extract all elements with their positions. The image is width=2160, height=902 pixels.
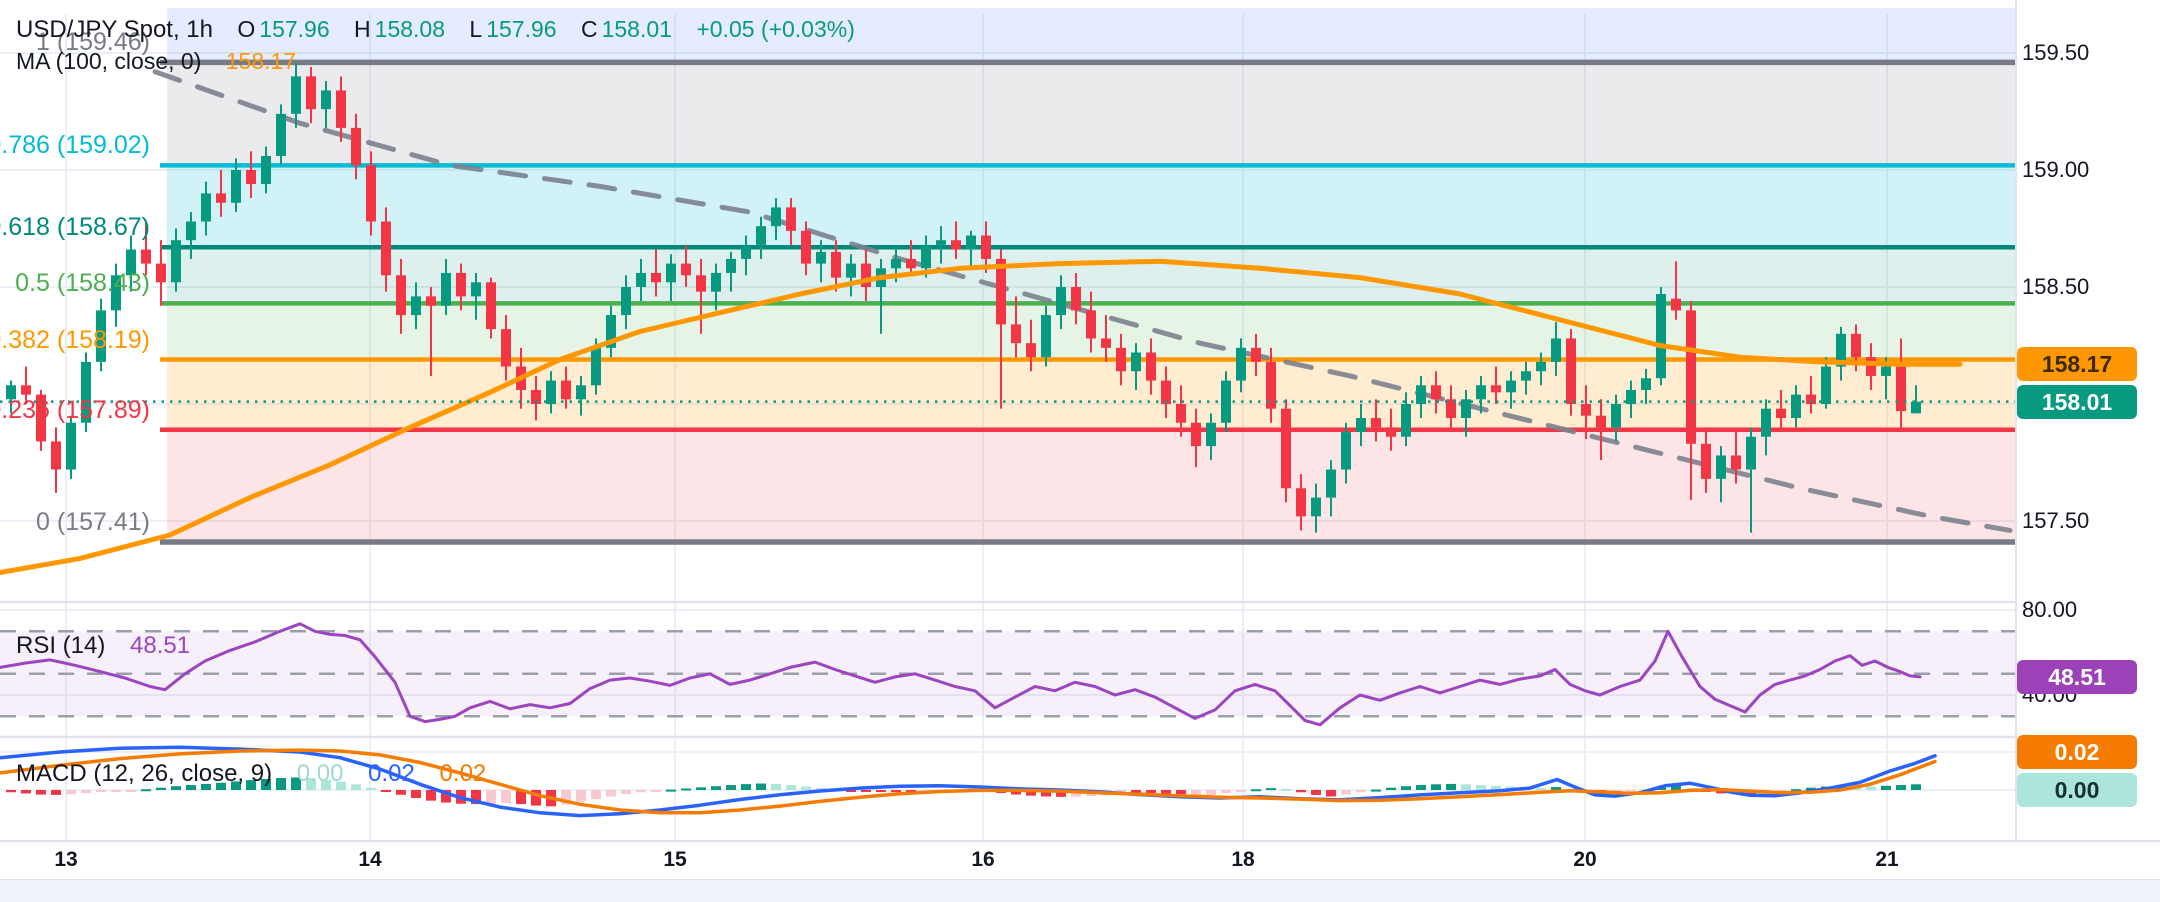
low-label: L: [469, 16, 483, 42]
macd-pane: [0, 745, 1937, 818]
fib-level-label: 0.5 (158.43): [15, 269, 150, 298]
symbol-title: USD/JPY Spot, 1h: [16, 16, 213, 43]
ma-label: MA (100, close, 0): [16, 48, 202, 74]
open-value: 157.96: [259, 16, 330, 42]
price-badge: 158.01: [2017, 384, 2137, 419]
close-value: 158.01: [601, 16, 672, 42]
change-value: +0.05 (+0.03%): [696, 16, 855, 42]
ma-100-line: [0, 258, 1963, 575]
rsi-label: RSI (14): [16, 632, 106, 659]
price-axis-label: 157.50: [2022, 508, 2090, 533]
pane-dividers: [0, 600, 2160, 739]
high-label: H: [354, 16, 371, 42]
time-axis-label[interactable]: 14: [358, 848, 382, 871]
price-axis-label: 159.50: [2022, 40, 2090, 65]
rsi-value: 48.51: [130, 632, 191, 659]
macd-label: MACD (12, 26, close, 9): [16, 760, 273, 787]
fib-level-label: 0.382 (158.19): [0, 325, 150, 354]
time-axis-label[interactable]: 13: [54, 848, 78, 871]
rsi-pane: [0, 622, 2015, 727]
symbol-legend[interactable]: USD/JPY Spot, 1h O 157.96 H 158.08 L 157.96…: [16, 16, 855, 44]
time-axis-label[interactable]: 15: [663, 848, 687, 871]
high-value: 158.08: [374, 16, 446, 42]
ma-legend[interactable]: MA (100, close, 0) 158.17: [16, 48, 296, 75]
open-label: O: [237, 16, 256, 42]
fib-level-label: 1 (159.46): [36, 28, 150, 57]
fib-level-label: 0.786 (159.02): [0, 131, 150, 160]
fib-level-label: 0.236 (157.89): [0, 395, 150, 424]
gridlines: [0, 14, 2015, 840]
time-axis-label[interactable]: 18: [1231, 848, 1255, 871]
time-scale[interactable]: [0, 840, 2160, 881]
macd-value-badge: 0.00: [2017, 773, 2137, 807]
time-axis-label[interactable]: 16: [971, 848, 995, 871]
time-axis-label[interactable]: 20: [1573, 848, 1597, 871]
rsi-axis-label: 80.00: [2022, 597, 2078, 622]
fib-retracement: [160, 8, 2015, 545]
rsi-legend[interactable]: RSI (14) 48.51: [16, 632, 190, 660]
close-label: C: [580, 16, 598, 42]
time-axis-label[interactable]: 21: [1875, 848, 1899, 871]
macd-hist-value: 0.00: [296, 760, 344, 787]
low-value: 157.96: [486, 16, 557, 42]
price-axis-label: 158.50: [2022, 274, 2090, 299]
candlesticks: [6, 62, 1921, 533]
macd-value-badge: 0.02: [2017, 735, 2137, 769]
rsi-value-badge: 48.51: [2017, 659, 2137, 694]
horizontal-scrollbar[interactable]: [0, 879, 2160, 902]
fib-level-label: 0 (157.41): [36, 508, 150, 537]
macd-signal-value: 0.02: [439, 760, 487, 787]
macd-line-value: 0.02: [368, 760, 415, 787]
price-axis-label: 159.00: [2022, 157, 2090, 182]
ma-value: 158.17: [225, 48, 297, 74]
trendline: [152, 69, 2013, 533]
fib-level-label: 0.618 (158.67): [0, 213, 150, 242]
price-scale[interactable]: [2015, 0, 2160, 879]
price-badge: 158.17: [2017, 347, 2137, 382]
macd-legend[interactable]: MACD (12, 26, close, 9) 0.00 0.02 0.02: [16, 760, 486, 788]
